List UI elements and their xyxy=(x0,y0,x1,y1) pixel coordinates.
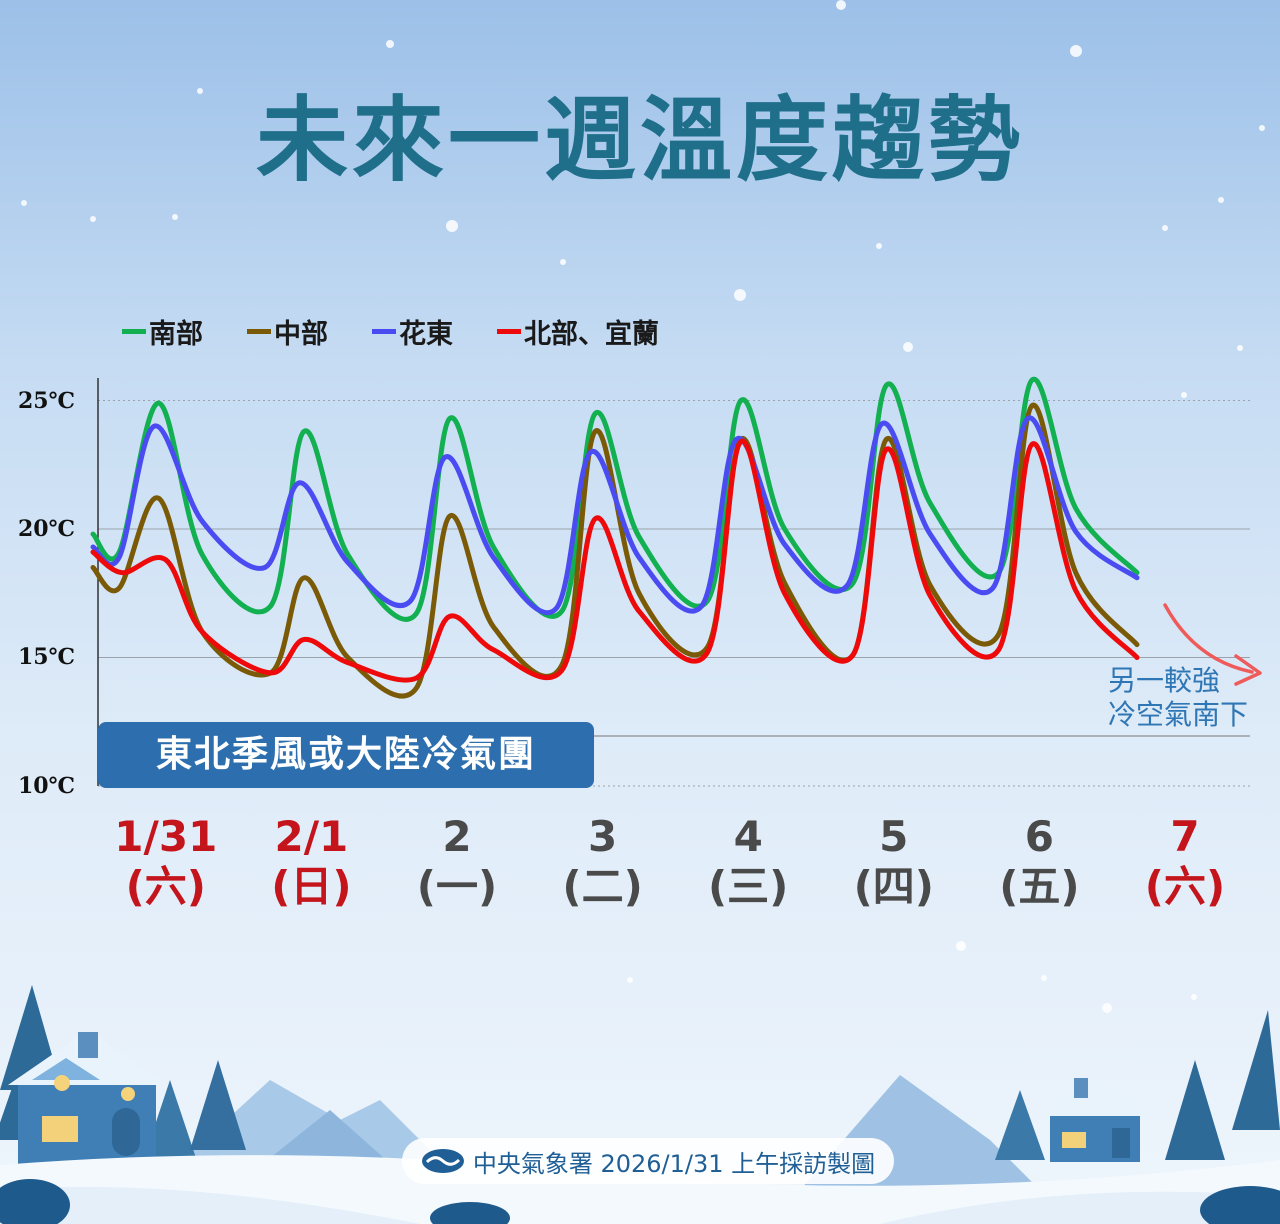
series-line-south xyxy=(90,376,1140,622)
x-tick-weekday: (六) xyxy=(1144,862,1226,912)
x-tick-label: 6 (五) xyxy=(969,812,1109,913)
legend-item-south: 南部 xyxy=(122,312,203,351)
y-tick-label-25: 25℃ xyxy=(18,388,75,414)
x-tick-weekday: (一) xyxy=(416,862,498,912)
cold-air-banner: 東北季風或大陸冷氣團 xyxy=(98,722,594,788)
x-tick-date: 3 xyxy=(587,812,618,861)
y-tick-label-15: 15℃ xyxy=(18,644,75,670)
legend-label-south: 南部 xyxy=(149,319,203,350)
chart-legend: 南部 中部 花東 北部、宜蘭 xyxy=(122,312,659,351)
x-tick-label: 2 (一) xyxy=(387,812,527,913)
legend-swatch-central xyxy=(247,329,271,334)
x-tick-weekday: (日) xyxy=(271,862,352,912)
x-tick-date: 5 xyxy=(879,812,909,861)
legend-label-east: 花東 xyxy=(399,319,453,350)
legend-item-north: 北部、宜蘭 xyxy=(497,312,659,351)
snowflakes xyxy=(21,0,1265,1013)
x-tick-date: 7 xyxy=(1170,812,1200,861)
house-right xyxy=(1040,1078,1150,1162)
x-tick-date: 2 xyxy=(442,812,472,861)
x-tick-date: 1/31 xyxy=(114,812,218,861)
x-tick-weekday: (二) xyxy=(562,862,643,912)
cold-air-note: 另一較強 冷空氣南下 xyxy=(1108,664,1248,731)
legend-item-central: 中部 xyxy=(247,312,328,351)
y-tick-label-20: 20℃ xyxy=(18,516,75,542)
cold-air-arrow xyxy=(1163,603,1254,674)
cwa-logo-icon xyxy=(421,1149,464,1173)
legend-swatch-east xyxy=(372,329,396,334)
x-tick-weekday: (三) xyxy=(707,862,789,912)
x-tick-weekday: (六) xyxy=(125,862,206,912)
x-tick-weekday: (五) xyxy=(999,862,1080,912)
x-tick-weekday: (四) xyxy=(853,862,934,912)
x-tick-label: 4 (三) xyxy=(678,812,818,913)
x-tick-label: 7 (六) xyxy=(1115,812,1255,913)
page-title: 未來一週溫度趨勢 xyxy=(255,87,1024,194)
series-line-east xyxy=(90,415,1140,616)
x-tick-label: 5 (四) xyxy=(824,812,964,913)
legend-label-central: 中部 xyxy=(274,319,328,350)
x-tick-label: 2/1 (日) xyxy=(241,812,381,913)
snow-ground xyxy=(0,1155,1280,1224)
x-tick-date: 4 xyxy=(733,812,763,861)
legend-swatch-south xyxy=(122,329,146,334)
house-left xyxy=(8,1030,168,1170)
series-line-north xyxy=(90,438,1140,683)
pine-trees-right xyxy=(995,1010,1280,1160)
legend-swatch-north xyxy=(497,329,521,334)
cold-air-note-line2: 冷空氣南下 xyxy=(1108,697,1249,731)
shrubs xyxy=(0,1179,1280,1224)
x-tick-label: 1/31 (六) xyxy=(96,812,236,913)
cold-air-arrowhead xyxy=(1234,654,1262,686)
footer-credit: 中央氣象署 2026/1/31 上午採訪製圖 xyxy=(402,1138,894,1184)
footer-text: 中央氣象署 2026/1/31 上午採訪製圖 xyxy=(472,1149,876,1178)
legend-item-east: 花東 xyxy=(372,312,453,351)
x-tick-label: 3 (二) xyxy=(533,812,673,913)
cold-air-note-line1: 另一較強 xyxy=(1108,664,1221,697)
legend-label-north: 北部、宜蘭 xyxy=(524,319,659,350)
series-line-central xyxy=(90,402,1140,699)
x-tick-date: 2/1 xyxy=(274,812,349,861)
x-tick-date: 6 xyxy=(1024,812,1054,861)
y-tick-label-10: 10℃ xyxy=(18,773,75,799)
